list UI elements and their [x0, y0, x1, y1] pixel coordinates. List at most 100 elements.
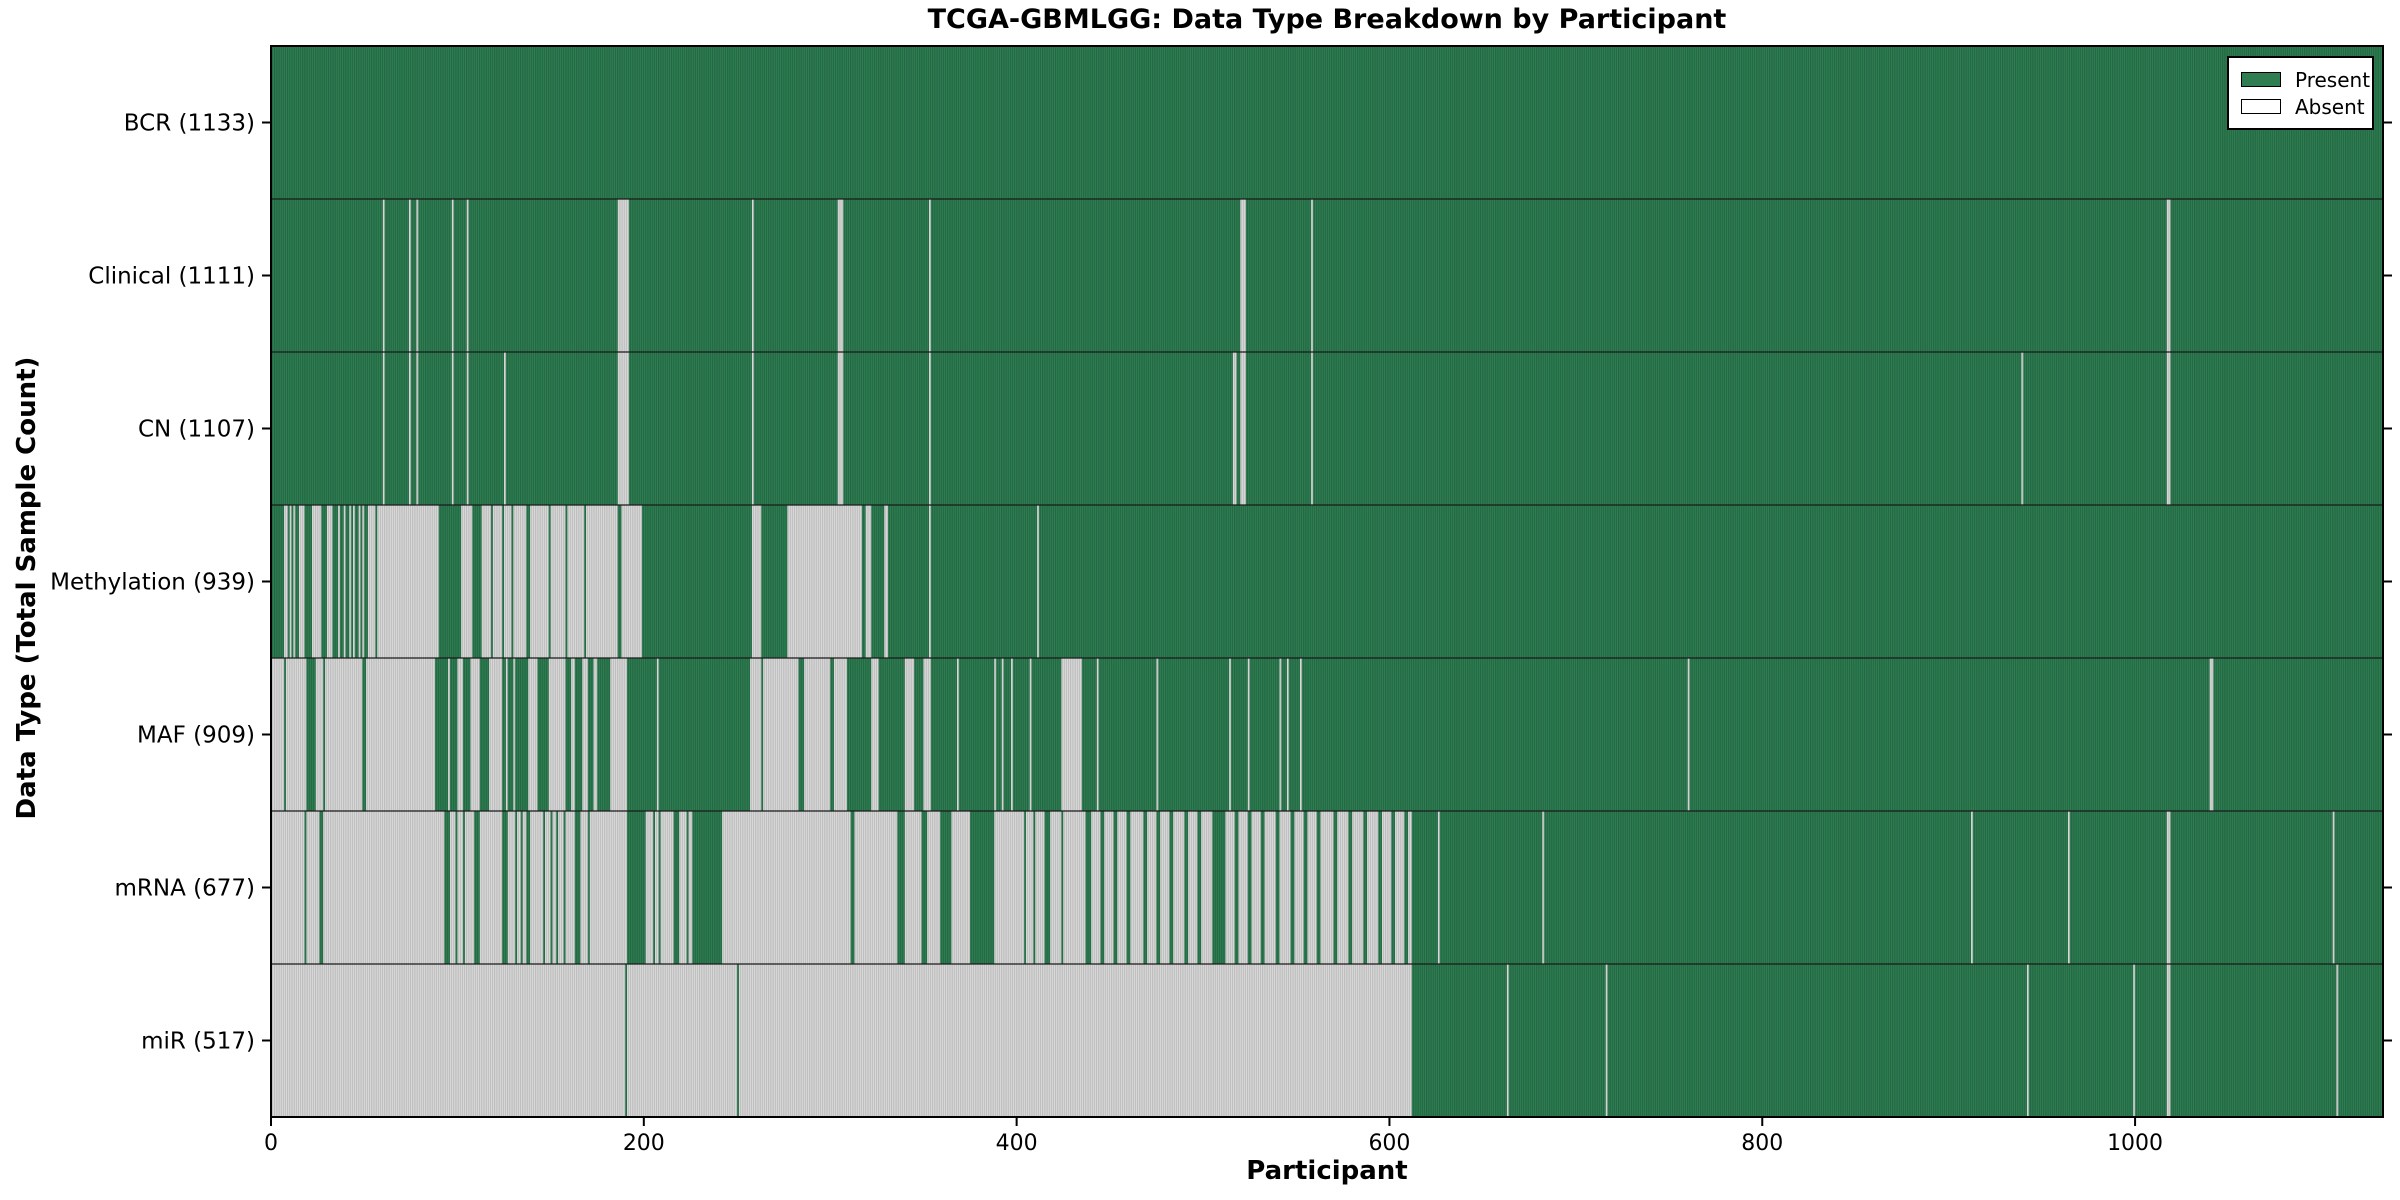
absent-cell-miR: [738, 964, 1412, 1117]
absent-cell-MAF: [1299, 658, 1302, 811]
absent-cell-MAF: [285, 658, 307, 811]
absent-cell-Clinical: [837, 199, 844, 352]
absent-cell-CN: [1232, 352, 1237, 505]
absent-cell-miR: [627, 964, 738, 1117]
absent-cell-mRNA: [1035, 811, 1045, 964]
absent-cell-mRNA: [679, 811, 687, 964]
absent-cell-mRNA: [1307, 811, 1317, 964]
row-label: mRNA (677): [115, 876, 255, 902]
absent-cell-miR: [2133, 964, 2136, 1117]
absent-cell-mRNA: [2166, 811, 2171, 964]
absent-cell-Methylation: [492, 505, 503, 658]
absent-cell-mRNA: [1294, 811, 1304, 964]
absent-cell-miR: [2026, 964, 2029, 1117]
absent-cell-mRNA: [1367, 811, 1379, 964]
absent-cell-Methylation: [513, 505, 527, 658]
absent-cell-mRNA: [1188, 811, 1198, 964]
absent-cell-MAF: [750, 658, 762, 811]
absent-cell-Methylation: [787, 505, 862, 658]
absent-cell-MAF: [505, 658, 508, 811]
absent-cell-mRNA: [1025, 811, 1034, 964]
absent-cell-Clinical: [2166, 199, 2171, 352]
absent-cell-Clinical: [1311, 199, 1314, 352]
absent-cell-mRNA: [545, 811, 551, 964]
absent-cell-mRNA: [517, 811, 521, 964]
absent-cell-MAF: [1286, 658, 1289, 811]
absent-cell-Methylation: [567, 505, 585, 658]
absent-cell-mRNA: [323, 811, 445, 964]
absent-cell-CN: [466, 352, 469, 505]
absent-cell-CN: [929, 352, 931, 505]
absent-cell-MAF: [2209, 658, 2214, 811]
absent-cell-mRNA: [522, 811, 527, 964]
absent-cell-MAF: [956, 658, 959, 811]
absent-cell-Clinical: [617, 199, 629, 352]
absent-cell-CN: [2021, 352, 2024, 505]
absent-cell-MAF: [271, 658, 285, 811]
row-label: MAF (909): [137, 723, 255, 749]
absent-cell-mRNA: [530, 811, 544, 964]
absent-cell-miR: [1506, 964, 1509, 1117]
x-tick-label: 1000: [2107, 1131, 2163, 1156]
absent-cell-MAF: [315, 658, 324, 811]
absent-cell-MAF: [1247, 658, 1250, 811]
absent-cell-Clinical: [416, 199, 419, 352]
absent-cell-MAF: [833, 658, 847, 811]
absent-cell-Methylation: [298, 505, 305, 658]
legend-label-absent: Absent: [2295, 94, 2365, 119]
absent-cell-Clinical: [929, 199, 931, 352]
absent-cell-mRNA: [1542, 811, 1545, 964]
absent-cell-Methylation: [884, 505, 889, 658]
absent-cell-MAF: [804, 658, 831, 811]
absent-cell-miR: [2166, 964, 2171, 1117]
absent-cell-mRNA: [2332, 811, 2335, 964]
absent-cell-mRNA: [1437, 811, 1440, 964]
absent-cell-MAF: [448, 658, 450, 811]
absent-cell-CN: [382, 352, 385, 505]
absent-cell-mRNA: [1104, 811, 1114, 964]
absent-cell-mRNA: [479, 811, 503, 964]
absent-cell-CN: [2166, 352, 2171, 505]
absent-cell-MAF: [763, 658, 799, 811]
absent-cell-Methylation: [358, 505, 361, 658]
absent-cell-MAF: [1096, 658, 1099, 811]
absent-cell-mRNA: [645, 811, 654, 964]
absent-cell-MAF: [923, 658, 931, 811]
absent-cell-Methylation: [338, 505, 340, 658]
absent-cell-Clinical: [408, 199, 411, 352]
absent-cell-mRNA: [589, 811, 628, 964]
absent-cell-mRNA: [457, 811, 463, 964]
absent-cell-mRNA: [1091, 811, 1101, 964]
legend: Present Absent: [2227, 56, 2374, 130]
absent-cell-mRNA: [904, 811, 922, 964]
absent-cell-MAF: [513, 658, 516, 811]
absent-cell-Methylation: [349, 505, 352, 658]
absent-cell-miR: [1605, 964, 1608, 1117]
absent-cell-mRNA: [449, 811, 456, 964]
absent-cell-Methylation: [353, 505, 355, 658]
absent-cell-Methylation: [343, 505, 346, 658]
absent-cell-Methylation: [362, 505, 365, 658]
absent-cell-mRNA: [1130, 811, 1144, 964]
absent-cell-MAF: [571, 658, 575, 811]
absent-cell-Methylation: [929, 505, 931, 658]
absent-cell-mRNA: [1279, 811, 1291, 964]
absent-cell-mRNA: [1408, 811, 1412, 964]
absent-cell-CN: [1240, 352, 1246, 505]
absent-cell-Methylation: [312, 505, 322, 658]
absent-cell-mRNA: [1238, 811, 1248, 964]
absent-cell-MAF: [610, 658, 628, 811]
absent-cell-mRNA: [1050, 811, 1062, 964]
row-label: BCR (1133): [124, 111, 255, 137]
absent-cell-MAF: [1029, 658, 1032, 811]
absent-cell-MAF: [325, 658, 363, 811]
absent-cell-MAF: [871, 658, 879, 811]
absent-cell-mRNA: [994, 811, 1025, 964]
absent-cell-mRNA: [660, 811, 674, 964]
absent-cell-CN: [504, 352, 506, 505]
absent-cell-mRNA: [1381, 811, 1392, 964]
absent-cell-Methylation: [621, 505, 642, 658]
absent-cell-Methylation: [289, 505, 292, 658]
absent-cell-mRNA: [1395, 811, 1405, 964]
